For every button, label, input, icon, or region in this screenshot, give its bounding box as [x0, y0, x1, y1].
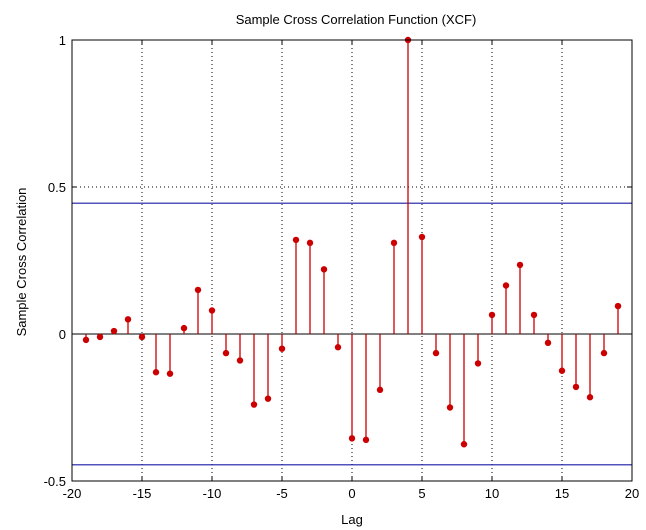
x-tick-label: 5: [418, 486, 425, 501]
x-tick-label: -5: [276, 486, 288, 501]
stem-marker: [614, 302, 622, 310]
x-tick-label: 0: [348, 486, 355, 501]
stem-marker: [96, 333, 104, 341]
x-tick-label: 20: [625, 486, 639, 501]
stem-marker: [110, 327, 118, 335]
y-axis-label: Sample Cross Correlation: [14, 188, 29, 337]
stem-marker: [166, 370, 174, 377]
stem-marker: [516, 261, 524, 269]
x-tick-label: -20: [63, 486, 82, 501]
stem-marker: [390, 239, 398, 247]
stem-marker: [348, 435, 356, 442]
stems: [82, 36, 622, 448]
stem-marker: [124, 316, 132, 323]
confidence-bounds: [72, 202, 632, 466]
stem-marker: [362, 436, 370, 444]
stem-marker: [460, 441, 468, 448]
x-tick-label: -10: [203, 486, 222, 501]
stem-marker: [544, 339, 552, 347]
stem-marker: [418, 233, 426, 241]
stem-marker: [152, 369, 160, 376]
stem-marker: [306, 239, 314, 247]
stem-marker: [138, 333, 146, 341]
axis-ticks: -20 -15 -10 -5 0 5 10 15 20 -0.5 0 0.5 1: [44, 33, 640, 501]
x-axis-label: Lag: [341, 512, 363, 527]
stem-marker: [376, 386, 384, 394]
y-tick-label: 0.5: [48, 180, 66, 195]
stem-marker: [292, 236, 300, 244]
stem-marker: [502, 282, 510, 289]
y-tick-label: 1: [59, 33, 66, 48]
y-tick-label: -0.5: [44, 474, 66, 489]
stem-marker: [600, 349, 608, 357]
stem-marker: [432, 349, 440, 357]
stem-marker: [194, 286, 202, 294]
stem-marker: [236, 357, 244, 364]
stem-marker: [82, 336, 90, 344]
x-tick-label: -15: [133, 486, 152, 501]
stem-marker: [208, 307, 216, 314]
stem-marker: [264, 395, 272, 402]
stem-marker: [572, 383, 580, 391]
x-tick-label: 10: [485, 486, 499, 501]
x-tick-label: 15: [555, 486, 569, 501]
stem-marker: [446, 404, 454, 411]
stem-marker: [530, 311, 538, 319]
stem-marker: [488, 311, 496, 319]
stem-marker: [334, 344, 342, 351]
stem-marker: [222, 349, 230, 357]
stem-marker: [278, 345, 286, 352]
y-tick-label: 0: [59, 327, 66, 342]
stem-marker: [474, 360, 482, 367]
stem-marker: [320, 266, 328, 273]
stem-marker: [180, 324, 188, 332]
chart-title: Sample Cross Correlation Function (XCF): [236, 12, 477, 27]
stem-marker: [250, 401, 258, 408]
stem-marker: [558, 367, 566, 374]
stem-marker: [586, 394, 594, 401]
